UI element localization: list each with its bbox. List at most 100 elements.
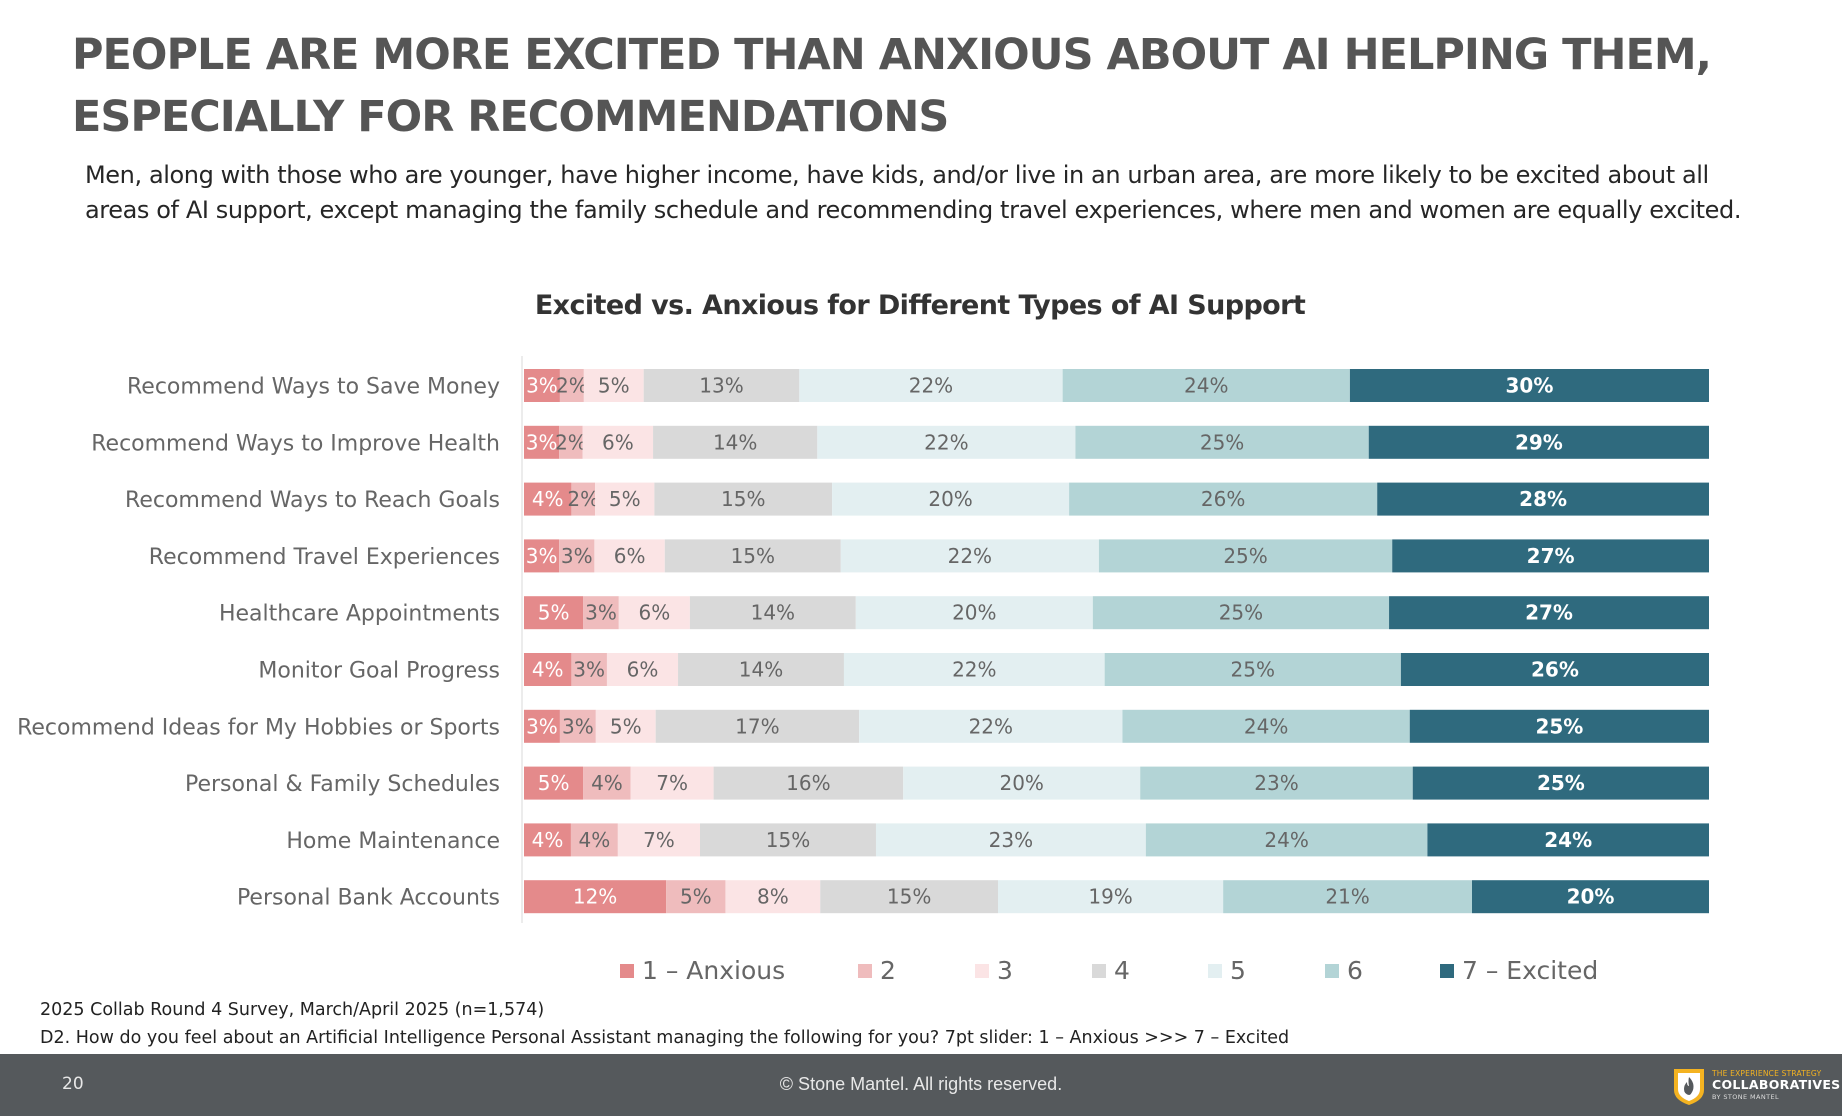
bar-segment-3 xyxy=(582,425,654,459)
footer-bar: 20 © Stone Mantel. All rights reserved. … xyxy=(0,1054,1842,1116)
bar-segment-4 xyxy=(678,653,844,686)
data-label: 3% xyxy=(526,714,558,738)
bar-segment-4 xyxy=(699,823,876,857)
category-label: Healthcare Appointments xyxy=(219,602,500,627)
bar-segment-2 xyxy=(571,653,607,686)
page-title-line-2: ESPECIALLY FOR RECOMMENDATIONS xyxy=(72,92,949,142)
data-label: 12% xyxy=(573,885,617,909)
data-label: 3% xyxy=(526,430,558,454)
legend-label: 3 xyxy=(997,956,1013,985)
data-label: 26% xyxy=(1201,487,1245,511)
bar-segment-1 xyxy=(524,369,560,402)
data-label: 4% xyxy=(591,771,623,795)
data-label: 20% xyxy=(928,487,972,511)
legend-swatch xyxy=(620,963,634,978)
question-note: D2. How do you feel about an Artificial … xyxy=(40,1028,1290,1048)
bar-segment-1 xyxy=(524,653,572,686)
shield-flame-icon xyxy=(1674,1069,1704,1105)
bar-segment-3 xyxy=(594,539,665,573)
bar-segment-3 xyxy=(606,653,679,686)
bar-segment-5 xyxy=(855,596,1093,630)
data-label: 25% xyxy=(1537,771,1585,795)
data-label: 30% xyxy=(1506,374,1554,398)
data-label: 3% xyxy=(562,714,594,738)
bar-segment-1 xyxy=(524,596,584,630)
bar-segment-4 xyxy=(820,880,998,914)
page-subtitle-line-2: areas of AI support, except managing the… xyxy=(85,196,1742,224)
data-label: 5% xyxy=(680,885,712,909)
bar-segment-4 xyxy=(655,709,860,743)
category-label: Personal & Family Schedules xyxy=(185,772,500,797)
data-label: 6% xyxy=(614,544,646,568)
data-label: 3% xyxy=(573,658,605,682)
data-label: 26% xyxy=(1531,658,1579,682)
page-subtitle-line-1: Men, along with those who are younger, h… xyxy=(85,161,1709,189)
bar-segment-6 xyxy=(1098,539,1393,573)
bar-segment-4 xyxy=(664,539,841,573)
data-label: 14% xyxy=(713,430,757,454)
legend-swatch xyxy=(1208,963,1222,978)
source-note: 2025 Collab Round 4 Survey, March/April … xyxy=(40,1000,545,1020)
data-label: 8% xyxy=(757,885,789,909)
bar-segment-7 xyxy=(1400,653,1709,686)
brand-name: COLLABORATIVES xyxy=(1712,1077,1841,1092)
brand-logo: THE EXPERIENCE STRATEGY COLLABORATIVES B… xyxy=(1670,1066,1840,1106)
data-label: 16% xyxy=(786,771,830,795)
data-label: 3% xyxy=(561,544,593,568)
data-label: 7% xyxy=(656,771,688,795)
brand-byline: BY STONE MANTEL xyxy=(1712,1093,1780,1101)
bar-segment-2 xyxy=(559,425,583,459)
bar-segment-4 xyxy=(643,369,800,402)
page-subtitle: Men, along with those who are younger, h… xyxy=(85,158,1785,228)
bar-segment-3 xyxy=(583,369,644,402)
data-label: 28% xyxy=(1519,487,1567,511)
bar-segment-5 xyxy=(840,539,1099,573)
data-label: 19% xyxy=(1088,885,1132,909)
legend-item: 1 – Anxious xyxy=(620,956,785,985)
data-label: 29% xyxy=(1515,430,1563,454)
legend-swatch xyxy=(1092,963,1106,978)
bar-segment-3 xyxy=(725,880,821,914)
data-label: 7% xyxy=(643,828,675,852)
bar-segment-7 xyxy=(1412,766,1709,800)
data-label: 4% xyxy=(532,828,564,852)
category-label: Recommend Ideas for My Hobbies or Sports xyxy=(17,715,500,740)
data-label: 4% xyxy=(579,828,611,852)
category-label: Recommend Ways to Save Money xyxy=(127,375,500,400)
data-label: 22% xyxy=(969,714,1013,738)
data-label: 6% xyxy=(638,601,670,625)
data-label: 25% xyxy=(1200,430,1244,454)
data-label: 24% xyxy=(1244,714,1288,738)
category-label: Personal Bank Accounts xyxy=(237,886,500,911)
bar-segment-7 xyxy=(1349,369,1709,402)
data-label: 5% xyxy=(610,714,642,738)
bar-segment-6 xyxy=(1062,369,1350,402)
bar-segment-1 xyxy=(524,539,560,573)
data-label: 20% xyxy=(952,601,996,625)
data-label: 2% xyxy=(567,487,599,511)
bar-segment-7 xyxy=(1392,539,1709,573)
data-label: 15% xyxy=(721,487,765,511)
bar-segment-6 xyxy=(1145,823,1428,857)
data-label: 27% xyxy=(1525,601,1573,625)
category-label: Recommend Travel Experiences xyxy=(149,545,500,570)
data-label: 22% xyxy=(909,374,953,398)
bar-segment-3 xyxy=(595,709,656,743)
data-label: 22% xyxy=(948,544,992,568)
data-label: 15% xyxy=(887,885,931,909)
data-label: 2% xyxy=(555,430,587,454)
data-label: 17% xyxy=(735,714,779,738)
data-label: 5% xyxy=(538,771,570,795)
data-label: 14% xyxy=(739,658,783,682)
data-label: 4% xyxy=(532,658,564,682)
bar-segment-3 xyxy=(630,766,714,800)
bar-segment-1 xyxy=(524,482,572,516)
data-label: 27% xyxy=(1527,544,1575,568)
data-label: 6% xyxy=(602,430,634,454)
data-label: 23% xyxy=(1254,771,1298,795)
bar-segment-5 xyxy=(832,482,1070,516)
bar-segment-6 xyxy=(1075,425,1369,459)
bar-segment-1 xyxy=(524,766,584,800)
bar-segment-2 xyxy=(559,709,596,743)
bar-segment-2 xyxy=(583,596,619,630)
